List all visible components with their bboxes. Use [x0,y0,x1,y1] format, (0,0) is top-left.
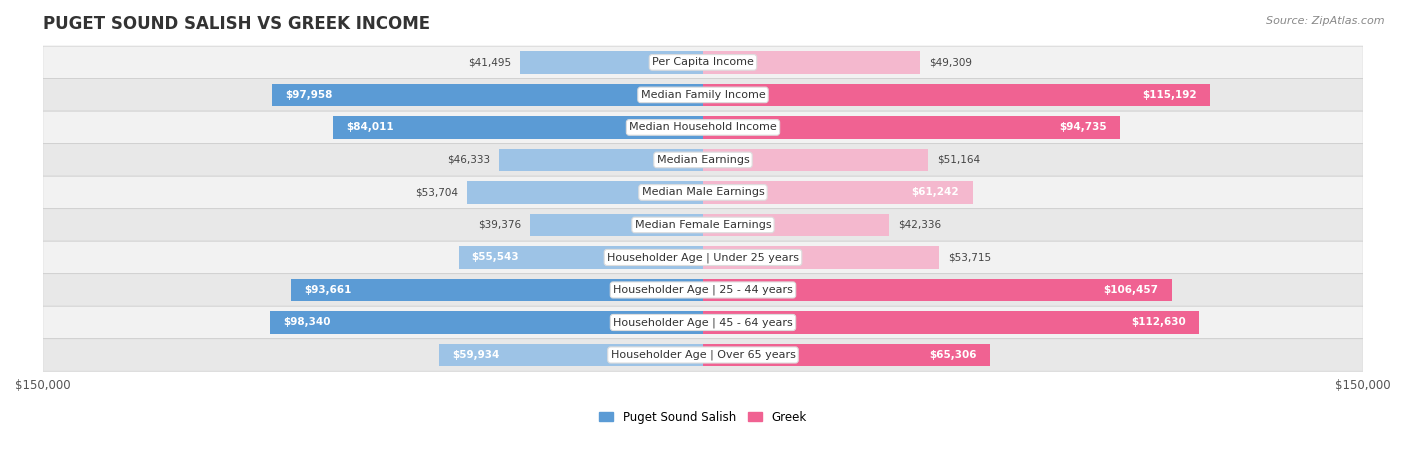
Bar [703,181,973,204]
Text: $61,242: $61,242 [911,187,959,198]
FancyBboxPatch shape [42,241,1364,274]
Bar [703,149,928,171]
Text: PUGET SOUND SALISH VS GREEK INCOME: PUGET SOUND SALISH VS GREEK INCOME [42,15,430,33]
Text: $46,333: $46,333 [447,155,491,165]
Text: $42,336: $42,336 [898,220,941,230]
Text: $112,630: $112,630 [1130,318,1185,327]
FancyBboxPatch shape [42,209,1364,241]
Text: $106,457: $106,457 [1104,285,1159,295]
FancyBboxPatch shape [42,176,1364,209]
Bar [458,246,703,269]
Text: Source: ZipAtlas.com: Source: ZipAtlas.com [1267,16,1385,26]
Text: $93,661: $93,661 [304,285,352,295]
Bar [703,311,1199,334]
Text: $53,704: $53,704 [415,187,458,198]
FancyBboxPatch shape [42,111,1364,144]
Bar [270,311,703,334]
FancyBboxPatch shape [42,274,1364,306]
Bar [499,149,703,171]
FancyBboxPatch shape [42,78,1364,111]
Text: $41,495: $41,495 [468,57,512,67]
Text: Householder Age | 45 - 64 years: Householder Age | 45 - 64 years [613,317,793,328]
Text: $84,011: $84,011 [346,122,394,133]
Text: Householder Age | 25 - 44 years: Householder Age | 25 - 44 years [613,285,793,295]
Bar [703,84,1211,106]
Text: Per Capita Income: Per Capita Income [652,57,754,67]
Text: $94,735: $94,735 [1059,122,1107,133]
Bar [271,84,703,106]
Bar [703,344,990,367]
FancyBboxPatch shape [42,306,1364,339]
Text: $51,164: $51,164 [936,155,980,165]
Bar [703,116,1121,139]
FancyBboxPatch shape [42,144,1364,176]
Text: $53,715: $53,715 [948,253,991,262]
Text: Median Household Income: Median Household Income [628,122,778,133]
Bar [520,51,703,74]
Text: $49,309: $49,309 [929,57,972,67]
Text: Householder Age | Under 25 years: Householder Age | Under 25 years [607,252,799,263]
Bar [703,213,890,236]
Text: $39,376: $39,376 [478,220,520,230]
Text: $65,306: $65,306 [929,350,977,360]
Text: $97,958: $97,958 [285,90,332,100]
Text: Householder Age | Over 65 years: Householder Age | Over 65 years [610,350,796,360]
Bar [530,213,703,236]
Bar [703,246,939,269]
Bar [439,344,703,367]
Bar [703,51,920,74]
Text: $55,543: $55,543 [472,253,519,262]
Bar [333,116,703,139]
FancyBboxPatch shape [42,46,1364,78]
Text: $59,934: $59,934 [453,350,499,360]
Text: Median Male Earnings: Median Male Earnings [641,187,765,198]
Text: $98,340: $98,340 [284,318,330,327]
Text: Median Earnings: Median Earnings [657,155,749,165]
Bar [467,181,703,204]
Text: Median Female Earnings: Median Female Earnings [634,220,772,230]
FancyBboxPatch shape [42,339,1364,371]
Bar [703,279,1171,301]
Text: Median Family Income: Median Family Income [641,90,765,100]
Legend: Puget Sound Salish, Greek: Puget Sound Salish, Greek [595,406,811,428]
Text: $115,192: $115,192 [1142,90,1197,100]
Bar [291,279,703,301]
